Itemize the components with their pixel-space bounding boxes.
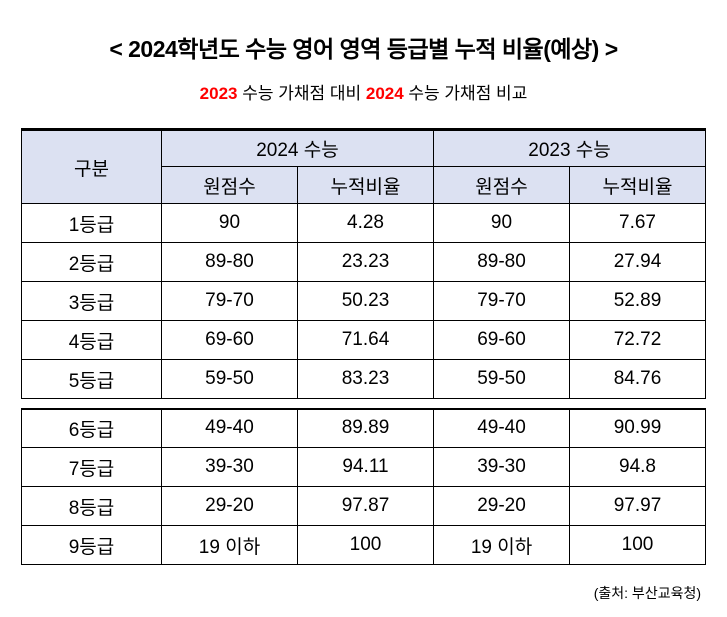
table-row: 3등급 79-70 50.23 79-70 52.89 [20,281,707,321]
table-row: 7등급 39-30 94.11 39-30 94.8 [20,447,707,487]
page: < 2024학년도 수능 영어 영역 등급별 누적 비율(예상) > 2023 … [0,30,727,603]
corner-header-cell: 구분 [20,128,162,204]
grade-cell: 1등급 [20,203,162,243]
subtitle-tail-text: 수능 가채점 비교 [403,84,528,103]
subtitle-year-2024: 2024 [365,84,404,103]
table-row: 4등급 69-60 71.64 69-60 72.72 [20,320,707,360]
grade-cell: 8등급 [20,486,162,526]
table-cell: 19 이하 [160,525,298,565]
table-row: 2등급 89-80 23.23 89-80 27.94 [20,242,707,282]
table-row: 5등급 59-50 83.23 59-50 84.76 [20,359,707,399]
table-cell: 72.72 [568,320,707,360]
table-cell: 50.23 [296,281,435,321]
table-cell: 29-20 [160,486,298,526]
subtitle: 2023 수능 가채점 대비 2024 수능 가채점 비교 [0,79,727,104]
grade-cell: 2등급 [20,242,162,282]
grade-cell: 7등급 [20,447,162,487]
column-header-cumulative-2023: 누적비율 [568,166,707,204]
table-row: 1등급 90 4.28 90 7.67 [20,203,707,243]
table-cell: 52.89 [568,281,707,321]
table-cell: 97.87 [296,486,435,526]
page-title: < 2024학년도 수능 영어 영역 등급별 누적 비율(예상) > [109,36,618,62]
group-header-2024: 2024 수능 [160,128,435,167]
grade-cell: 3등급 [20,281,162,321]
sub-header-row: 원점수 누적비율 원점수 누적비율 [21,166,707,204]
subtitle-year-2023: 2023 [199,84,238,103]
column-header-raw-score-2023: 원점수 [433,166,570,204]
column-header-raw-score-2024: 원점수 [160,166,298,204]
table-cell: 79-70 [433,281,570,321]
table-cell: 100 [568,525,707,565]
table-row: 9등급 19 이하 100 19 이하 100 [20,525,707,565]
table-cell: 90 [433,203,570,243]
grade-cell: 5등급 [20,359,162,399]
table-cell: 49-40 [160,407,298,448]
table-cell: 89-80 [433,242,570,282]
table-cell: 59-50 [160,359,298,399]
table-cell: 69-60 [160,320,298,360]
grade-cumulative-table: 구분 2024 수능 2023 수능 원점수 누적비율 원점수 누적비율 1등급… [20,128,707,565]
table-row: 6등급 49-40 89.89 49-40 90.99 [20,407,707,448]
table-cell: 49-40 [433,407,570,448]
table-cell: 90.99 [568,407,707,448]
grade-cell: 9등급 [20,525,162,565]
subtitle-mid-text: 수능 가채점 대비 [237,84,366,103]
table-cell: 19 이하 [433,525,570,565]
table-cell: 90 [160,203,298,243]
table-cell: 79-70 [160,281,298,321]
table-cell: 23.23 [296,242,435,282]
source-credit: (출처: 부산교육청) [593,585,701,601]
table-cell: 89-80 [160,242,298,282]
table-cell: 83.23 [296,359,435,399]
column-header-cumulative-2024: 누적비율 [296,166,435,204]
table-cell: 39-30 [433,447,570,487]
table-cell: 71.64 [296,320,435,360]
table-cell: 89.89 [296,407,435,448]
table-cell: 84.76 [568,359,707,399]
grade-cell: 4등급 [20,320,162,360]
table-cell: 7.67 [568,203,707,243]
table-cell: 97.97 [568,486,707,526]
table-cell: 59-50 [433,359,570,399]
table-cell: 29-20 [433,486,570,526]
table-cell: 27.94 [568,242,707,282]
table-cell: 39-30 [160,447,298,487]
table-cell: 94.11 [296,447,435,487]
table-row: 8등급 29-20 97.87 29-20 97.97 [20,486,707,526]
group-header-2023: 2023 수능 [432,128,707,167]
table-cell: 100 [296,525,435,565]
table-cell: 94.8 [568,447,707,487]
table-cell: 4.28 [296,203,435,243]
group-header-row: 구분 2024 수능 2023 수능 [20,128,707,204]
table-cell: 69-60 [433,320,570,360]
grade-cell: 6등급 [20,407,162,448]
section-divider [21,398,706,409]
